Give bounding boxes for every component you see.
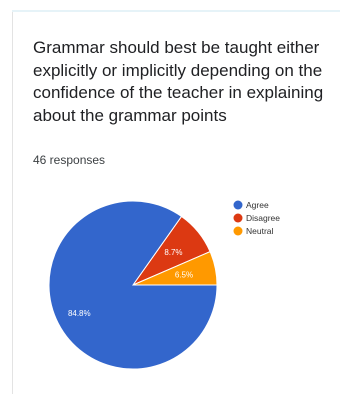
slice-label-disagree: 8.7% [164, 248, 182, 257]
slice-agree [48, 200, 218, 370]
legend-agree: Agree [233, 200, 269, 210]
legend-agree-label: Agree [246, 200, 269, 210]
legend-disagree-label: Disagree [246, 213, 280, 223]
question-title: Grammar should best be taught either exp… [33, 38, 324, 125]
response-count: 46 responses [33, 153, 106, 167]
slice-label-agree: 84.8% [68, 309, 91, 318]
legend-disagree: Disagree [233, 213, 280, 223]
legend-neutral-label: Neutral [246, 226, 274, 236]
legend-neutral: Neutral [233, 226, 274, 236]
legend-neutral-swatch [233, 226, 243, 236]
slice-label-neutral: 6.5% [175, 270, 193, 279]
legend-disagree-swatch [233, 213, 243, 223]
legend-agree-swatch [233, 200, 243, 210]
